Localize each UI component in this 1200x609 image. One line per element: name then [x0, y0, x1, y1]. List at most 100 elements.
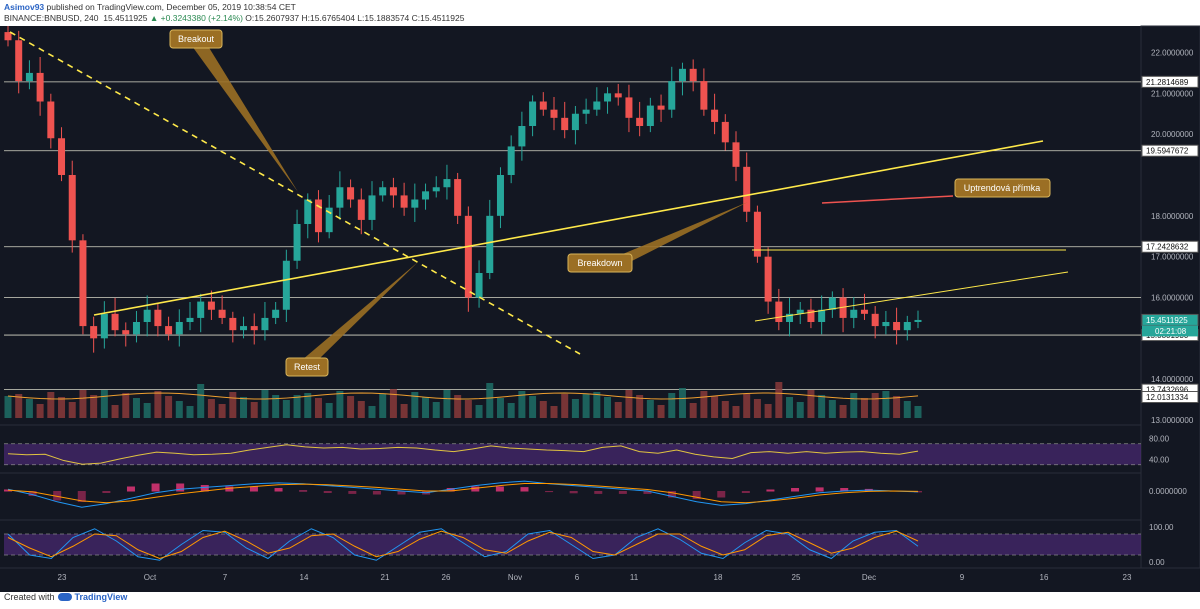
last-price: 15.4511925: [103, 13, 148, 23]
candle-body: [229, 317, 237, 331]
candle-body: [903, 322, 911, 331]
volume-bar: [143, 403, 151, 418]
volume-bar: [678, 388, 686, 418]
candle-body: [175, 322, 183, 335]
volume-bar: [389, 389, 397, 418]
candle-body: [79, 240, 87, 327]
price-tick-label: 21.0000000: [1151, 89, 1194, 98]
candle-body: [122, 330, 130, 335]
volume-bar: [604, 397, 612, 418]
candle-body: [4, 32, 12, 41]
footer-brand[interactable]: TradingView: [74, 592, 128, 602]
volume-bar: [614, 402, 622, 418]
candle-body: [753, 211, 761, 257]
volume-bar: [218, 404, 226, 418]
callout-label: Uptrendová přímka: [964, 183, 1041, 193]
stoch-tick-label: 0.00: [1149, 558, 1165, 567]
volume-bar: [443, 390, 451, 418]
volume-bar: [207, 399, 215, 418]
volume-bar: [79, 390, 87, 418]
price-tick-label: 18.0000000: [1151, 212, 1194, 221]
candle-body: [625, 97, 633, 118]
volume-bar: [411, 392, 419, 418]
macd-histogram-bar: [102, 491, 111, 493]
time-tick-label: 23: [1123, 573, 1132, 582]
ohlc-line: BINANCE:BNBUSD, 240 15.4511925 ▲ +0.3243…: [4, 13, 464, 23]
time-tick-label: 18: [714, 573, 723, 582]
tradingview-logo-icon: [57, 593, 72, 601]
price-tick-label: 17.0000000: [1151, 253, 1194, 262]
candle-body: [314, 199, 322, 233]
macd-histogram-bar: [545, 491, 554, 493]
footer: Created with TradingView: [4, 592, 127, 602]
candle-body: [689, 68, 697, 82]
macd-histogram-bar: [741, 491, 750, 493]
macd-histogram-bar: [840, 488, 849, 492]
callout-box: [954, 178, 1051, 198]
macd-histogram-bar: [717, 491, 726, 498]
price-label-box: [1141, 75, 1199, 88]
stoch-tick-label: 100.00: [1149, 523, 1174, 532]
volume-bar: [818, 395, 826, 418]
candle-body: [411, 199, 419, 208]
candle-body: [668, 81, 676, 110]
macd-histogram-bar: [274, 488, 283, 492]
candle-body: [721, 121, 729, 143]
candle-body: [143, 309, 151, 322]
candle-body: [154, 309, 162, 327]
callout-box: [169, 29, 223, 49]
up-arrow-icon: ▲: [149, 13, 159, 23]
price-label: 17.2428632: [1146, 243, 1189, 252]
macd-histogram-bar: [520, 487, 529, 492]
volume-bar: [571, 399, 579, 418]
author-link[interactable]: Asimov93: [4, 2, 45, 12]
volume-bar: [625, 390, 633, 418]
candle-body: [443, 179, 451, 188]
rsi-band: [4, 443, 1141, 465]
candle-body: [400, 195, 408, 208]
candle-body: [347, 187, 355, 200]
volume-bar: [882, 391, 890, 418]
volume-bar: [47, 392, 55, 418]
volume-bar: [464, 400, 472, 418]
volume-bar: [261, 390, 269, 418]
candle-body: [786, 313, 794, 322]
macd-histogram-bar: [53, 491, 62, 501]
volume-bar: [400, 404, 408, 418]
macd-histogram-bar: [643, 491, 652, 494]
candle-body: [764, 256, 772, 302]
symbol-label: BINANCE:BNBUSD, 240: [4, 13, 99, 23]
candle-body: [36, 72, 44, 102]
candle-body: [657, 105, 665, 110]
volume-bar: [496, 398, 504, 418]
macd-histogram-bar: [471, 486, 480, 492]
time-tick-label: 23: [58, 573, 67, 582]
candle-body: [15, 40, 23, 82]
callout-box: [567, 253, 633, 273]
macd-histogram-bar: [225, 486, 234, 492]
volume-bar: [518, 391, 526, 418]
volume-bar: [732, 406, 740, 418]
volume-bar: [796, 402, 804, 418]
macd-histogram-bar: [249, 486, 258, 492]
macd-histogram-bar: [397, 491, 406, 495]
candle-body: [678, 68, 686, 82]
volume-bar: [561, 394, 569, 418]
candle-body: [636, 117, 644, 126]
volume-bar: [786, 397, 794, 418]
candle-body: [25, 72, 33, 82]
candle-body: [100, 313, 108, 339]
macd-histogram-bar: [348, 491, 357, 494]
candle-body: [743, 166, 751, 212]
macd-histogram-bar: [77, 491, 86, 502]
callout-pointer: [821, 195, 954, 204]
candle-body: [432, 187, 440, 192]
time-tick-label: Oct: [144, 573, 157, 582]
candle-body: [357, 199, 365, 220]
volume-bar: [550, 406, 558, 418]
volume-bar: [229, 392, 237, 418]
stoch-d-line: [7, 530, 919, 560]
price-axis: [1140, 25, 1200, 569]
volume-bar: [36, 404, 44, 418]
